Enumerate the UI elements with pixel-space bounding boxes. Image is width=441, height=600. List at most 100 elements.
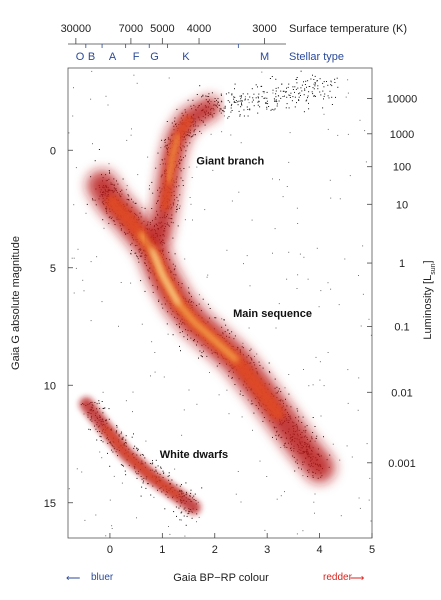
star-point: [185, 482, 187, 484]
star-point: [239, 114, 241, 116]
star-point: [262, 367, 264, 369]
star-point: [144, 290, 146, 292]
star-point: [281, 83, 283, 85]
star-point: [359, 119, 361, 121]
star-point: [192, 219, 193, 221]
star-point: [313, 95, 315, 97]
star-point: [217, 98, 219, 100]
star-point: [244, 96, 246, 98]
star-point: [142, 454, 144, 456]
star-point: [132, 201, 134, 203]
star-point: [190, 136, 192, 138]
star-point: [73, 257, 75, 259]
star-point: [294, 106, 296, 108]
star-point: [167, 475, 169, 477]
star-point: [151, 341, 153, 343]
star-point: [102, 412, 104, 414]
star-point: [265, 102, 267, 104]
region-label: White dwarfs: [160, 449, 228, 461]
star-point: [273, 98, 275, 100]
star-point: [240, 100, 242, 102]
star-point: [233, 102, 235, 103]
star-point: [193, 495, 195, 497]
star-point: [190, 492, 192, 494]
star-point: [257, 104, 259, 106]
luminosity-tick-label: 0.001: [388, 458, 416, 470]
star-point: [120, 464, 122, 466]
star-point: [94, 160, 96, 162]
star-point: [195, 134, 196, 136]
star-point: [184, 219, 186, 221]
star-point: [133, 74, 135, 76]
star-point: [314, 493, 316, 495]
star-point: [275, 90, 277, 92]
star-point: [131, 198, 132, 200]
star-point: [201, 96, 202, 98]
star-point: [95, 514, 97, 516]
star-point: [220, 112, 222, 114]
star-point: [295, 461, 297, 463]
star-point: [103, 227, 105, 229]
star-point: [298, 100, 300, 101]
stellar-type-label: M: [260, 51, 269, 63]
star-point: [136, 255, 137, 257]
star-point: [220, 108, 222, 110]
star-point: [330, 197, 332, 199]
star-point: [137, 450, 139, 452]
star-point: [199, 350, 201, 352]
star-point: [272, 252, 273, 254]
star-point: [263, 97, 265, 99]
star-point: [227, 100, 229, 102]
star-point: [96, 439, 98, 441]
x-tick-label: 3: [264, 544, 270, 556]
star-point: [220, 100, 222, 102]
star-point: [250, 403, 252, 405]
y-tick-label: 15: [44, 498, 56, 510]
star-point: [288, 94, 290, 96]
star-point: [222, 110, 224, 112]
star-point: [162, 470, 164, 472]
star-point: [188, 166, 190, 168]
star-point: [184, 155, 186, 157]
bluer-indicator: ⟵ bluer: [66, 572, 114, 584]
star-point: [249, 109, 251, 111]
star-point: [180, 512, 182, 514]
star-point: [151, 463, 153, 465]
star-point: [248, 102, 250, 104]
star-point: [279, 179, 280, 181]
star-point: [306, 86, 307, 88]
star-point: [220, 93, 222, 95]
star-point: [347, 92, 349, 94]
star-point: [274, 378, 276, 380]
star-point: [227, 329, 229, 331]
star-point: [323, 113, 325, 115]
star-point: [94, 402, 96, 403]
star-point: [96, 431, 98, 433]
star-point: [125, 474, 127, 476]
star-point: [317, 88, 319, 90]
star-point: [296, 288, 298, 289]
star-point: [191, 517, 193, 519]
star-point: [198, 294, 200, 296]
star-point: [221, 131, 223, 133]
star-point: [323, 98, 324, 100]
star-point: [101, 401, 103, 402]
star-point: [109, 465, 111, 467]
star-point: [347, 369, 349, 371]
stellar-type-label: B: [88, 51, 95, 63]
star-point: [196, 513, 198, 515]
star-point: [193, 131, 195, 133]
redder-indicator: redder ⟶: [323, 572, 364, 584]
star-point: [145, 487, 147, 489]
star-point: [173, 511, 175, 513]
star-point: [258, 361, 260, 363]
star-point: [108, 408, 110, 410]
star-point: [266, 106, 268, 108]
star-point: [307, 97, 308, 99]
star-point: [227, 117, 229, 119]
star-point: [140, 495, 142, 497]
star-point: [358, 377, 360, 379]
star-point: [280, 391, 282, 393]
